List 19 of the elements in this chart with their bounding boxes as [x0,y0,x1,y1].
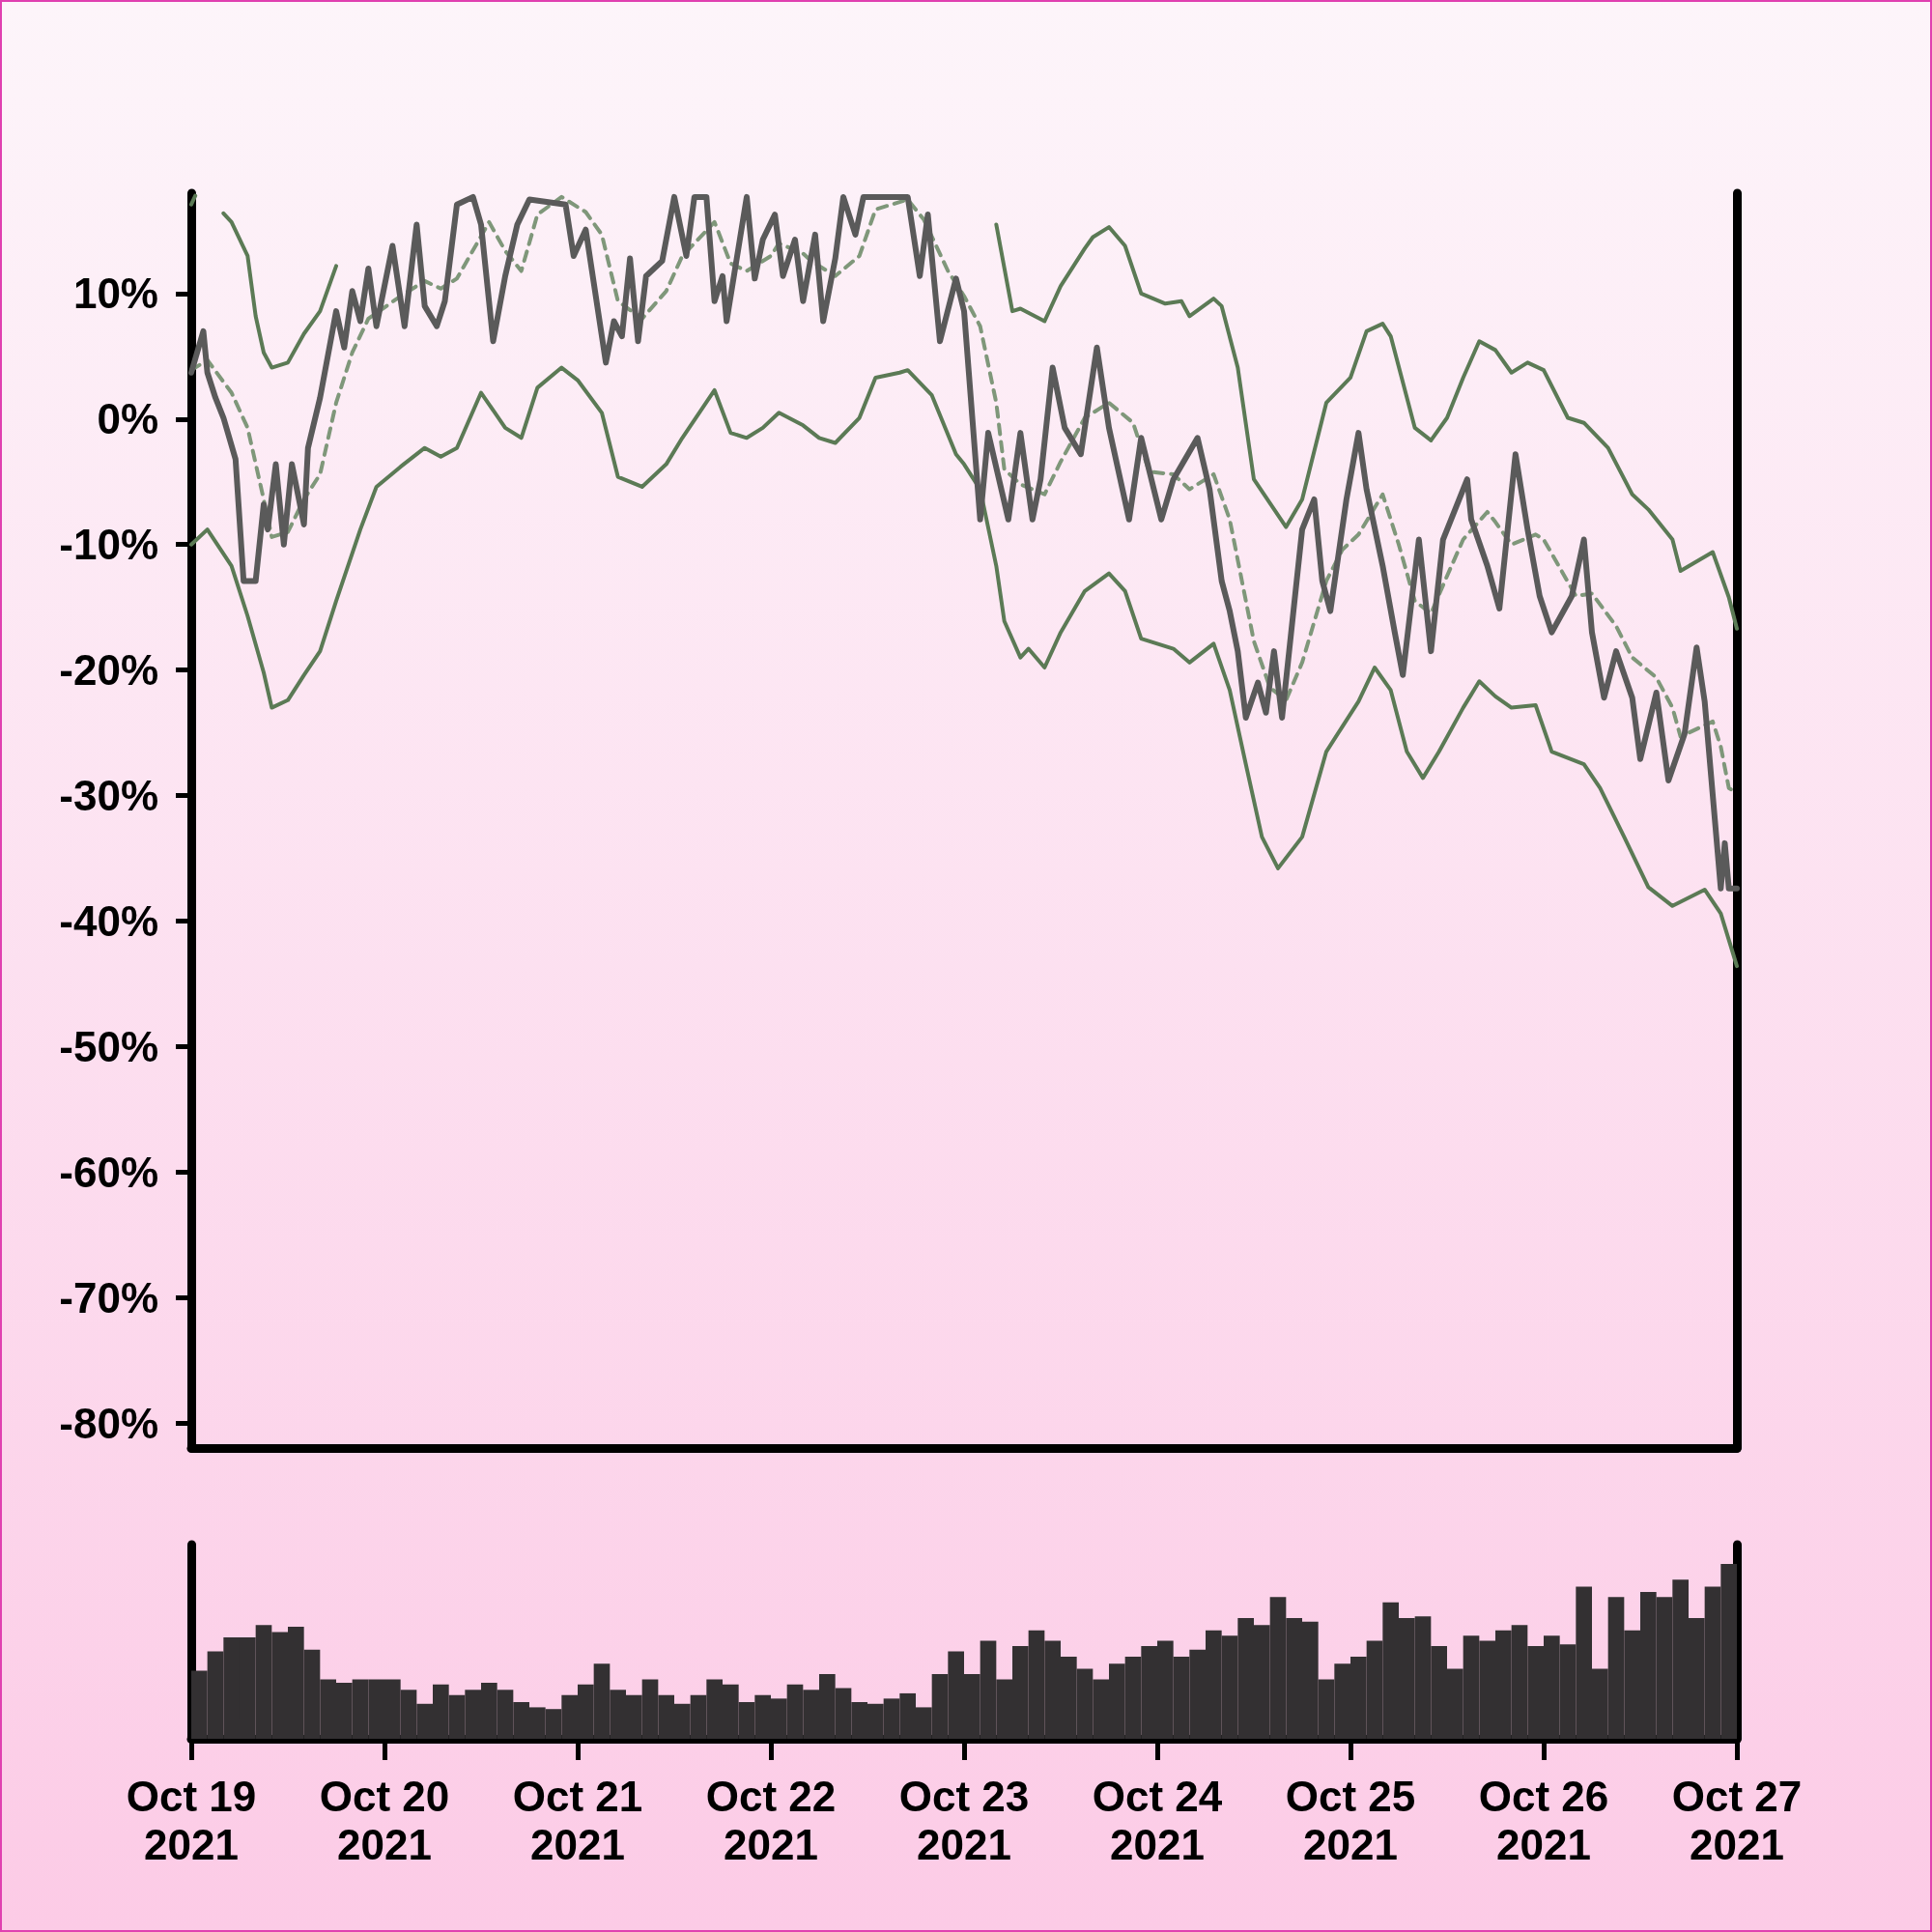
x-tick-label: Oct 24 2021 [1092,1772,1223,1868]
y-tick-label: -30% [59,772,158,820]
y-tick-label: -70% [59,1273,158,1321]
y-tick-label: -20% [59,646,158,695]
x-tick-label: Oct 27 2021 [1671,1772,1803,1868]
y-tick-label: -80% [59,1399,158,1447]
y-tick-label: -40% [59,896,158,945]
y-tick-label: 0% [97,395,158,443]
x-tick-label: Oct 26 2021 [1478,1772,1609,1868]
x-tick-label: Oct 19 2021 [126,1772,257,1868]
y-tick-label: -50% [59,1022,158,1070]
x-tick-label: Oct 21 2021 [512,1772,643,1868]
y-tick-label: 10% [72,270,158,318]
x-tick-label: Oct 23 2021 [898,1772,1030,1868]
y-tick-label: -10% [59,521,158,569]
y-tick-label: -60% [59,1148,158,1196]
x-tick-label: Oct 25 2021 [1285,1772,1416,1868]
x-tick-label: Oct 20 2021 [319,1772,450,1868]
x-tick-label: Oct 22 2021 [705,1772,837,1868]
